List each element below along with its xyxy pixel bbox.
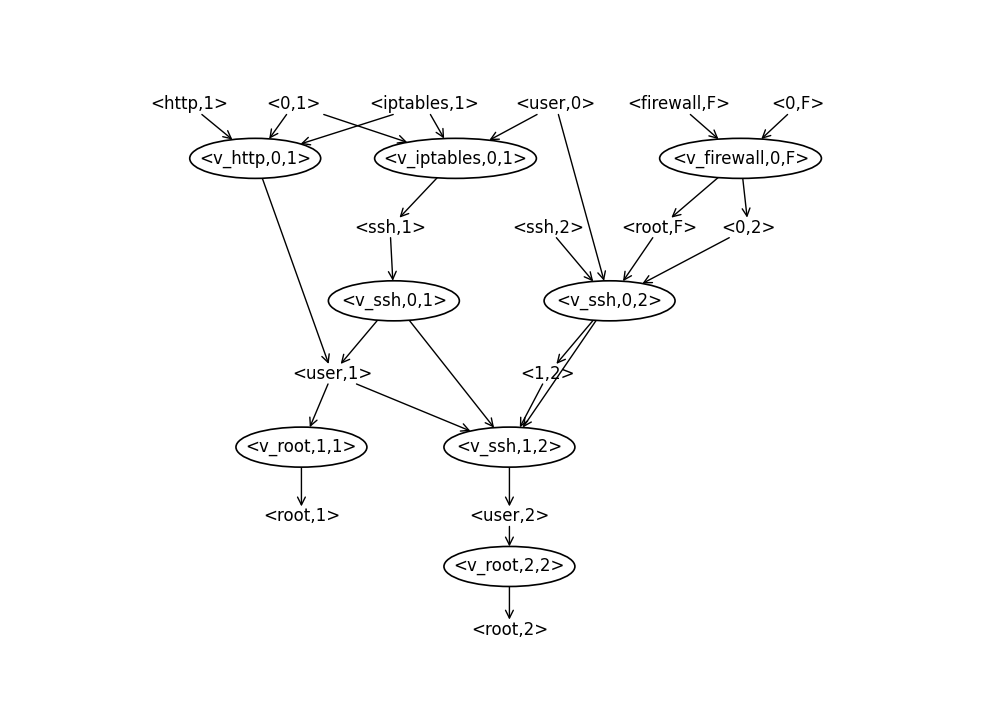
Text: <user,0>: <user,0> (516, 95, 595, 114)
Text: <v_root,1,1>: <v_root,1,1> (246, 438, 357, 456)
Ellipse shape (236, 427, 367, 467)
Text: <0,F>: <0,F> (771, 95, 825, 114)
Text: <root,2>: <root,2> (471, 620, 548, 638)
Text: <v_ssh,0,1>: <v_ssh,0,1> (341, 291, 447, 310)
Text: <0,2>: <0,2> (721, 218, 775, 236)
Text: <v_ssh,1,2>: <v_ssh,1,2> (456, 438, 563, 456)
Text: <http,1>: <http,1> (151, 95, 229, 114)
Text: <root,1>: <root,1> (262, 508, 340, 526)
Text: <0,1>: <0,1> (266, 95, 321, 114)
Ellipse shape (660, 138, 821, 179)
Ellipse shape (444, 427, 575, 467)
Text: <firewall,F>: <firewall,F> (627, 95, 731, 114)
Ellipse shape (375, 138, 537, 179)
Text: <user,1>: <user,1> (292, 365, 373, 383)
Text: <ssh,2>: <ssh,2> (512, 218, 583, 236)
Text: <user,2>: <user,2> (469, 508, 550, 526)
Text: <1,2>: <1,2> (521, 365, 576, 383)
Text: <ssh,1>: <ssh,1> (354, 218, 426, 236)
Text: <v_iptables,0,1>: <v_iptables,0,1> (384, 149, 528, 168)
Ellipse shape (444, 547, 575, 586)
Ellipse shape (328, 281, 459, 321)
Text: <v_root,2,2>: <v_root,2,2> (453, 557, 566, 576)
Text: <v_ssh,0,2>: <v_ssh,0,2> (557, 291, 663, 310)
Text: <v_firewall,0,F>: <v_firewall,0,F> (672, 149, 809, 168)
Ellipse shape (190, 138, 321, 179)
Text: <v_http,0,1>: <v_http,0,1> (199, 149, 311, 168)
Text: <root,F>: <root,F> (621, 218, 698, 236)
Text: <iptables,1>: <iptables,1> (370, 95, 480, 114)
Ellipse shape (544, 281, 675, 321)
